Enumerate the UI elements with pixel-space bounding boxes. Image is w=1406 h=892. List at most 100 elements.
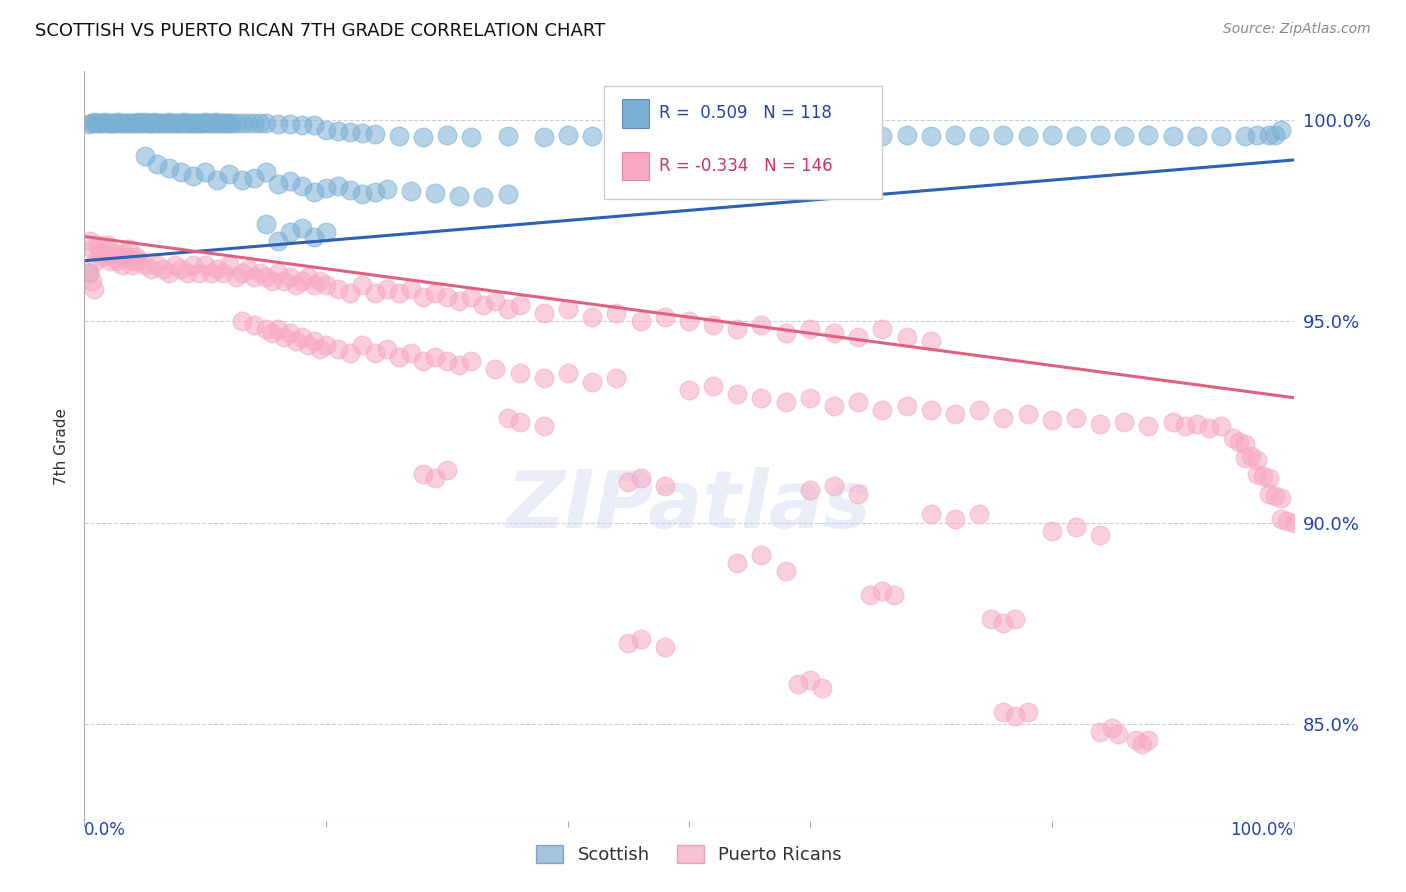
Point <box>302 334 325 349</box>
Point <box>328 179 350 194</box>
Point <box>120 116 142 130</box>
Point <box>267 266 290 280</box>
Point <box>872 584 894 599</box>
Point <box>823 399 845 413</box>
Point <box>242 318 264 333</box>
Point <box>846 487 869 501</box>
Point <box>83 282 105 296</box>
Point <box>291 118 314 132</box>
Point <box>896 330 918 344</box>
Point <box>775 128 797 143</box>
Point <box>315 226 337 240</box>
Point <box>212 266 235 280</box>
FancyBboxPatch shape <box>623 152 650 180</box>
Point <box>103 116 125 130</box>
Point <box>412 354 434 368</box>
Point <box>1101 721 1123 735</box>
Point <box>242 171 264 186</box>
Point <box>557 367 579 381</box>
Point <box>225 269 247 284</box>
Point <box>188 266 211 280</box>
Point <box>254 322 277 336</box>
Point <box>181 115 204 129</box>
Point <box>107 115 129 129</box>
Point <box>221 115 243 129</box>
Point <box>363 285 385 300</box>
Point <box>630 314 652 328</box>
Point <box>315 277 337 292</box>
Point <box>215 116 238 130</box>
Point <box>198 116 221 130</box>
Point <box>1004 709 1026 723</box>
Point <box>152 261 174 276</box>
Point <box>291 179 314 194</box>
Point <box>811 681 834 695</box>
Point <box>1114 415 1136 429</box>
Point <box>174 115 197 129</box>
Point <box>207 173 229 187</box>
Point <box>153 115 176 129</box>
Point <box>197 115 219 129</box>
Point <box>155 116 177 130</box>
Point <box>654 128 676 142</box>
Point <box>388 351 411 365</box>
Point <box>218 167 240 181</box>
Point <box>315 338 337 352</box>
Point <box>967 508 990 522</box>
Point <box>315 122 337 136</box>
Point <box>484 293 506 308</box>
Point <box>191 115 214 129</box>
Point <box>1227 434 1250 449</box>
Point <box>617 636 640 650</box>
Point <box>920 508 942 522</box>
Point <box>111 258 134 272</box>
Point <box>86 115 108 129</box>
Point <box>654 479 676 493</box>
Point <box>278 174 301 188</box>
Point <box>352 187 374 202</box>
Point <box>218 258 240 272</box>
Point <box>315 181 337 195</box>
Point <box>1040 128 1063 142</box>
Point <box>302 277 325 292</box>
Point <box>375 182 398 196</box>
Point <box>1234 451 1257 466</box>
Point <box>920 402 942 417</box>
Point <box>80 116 103 130</box>
Point <box>254 165 277 179</box>
Point <box>236 261 259 276</box>
Point <box>1270 122 1292 136</box>
Point <box>363 346 385 360</box>
Point <box>363 185 385 199</box>
Point <box>291 330 314 344</box>
Point <box>83 115 105 129</box>
Point <box>181 258 204 272</box>
Point <box>872 322 894 336</box>
Point <box>1174 418 1197 433</box>
Point <box>533 370 555 384</box>
Point <box>1161 128 1184 143</box>
Point <box>460 290 482 304</box>
Point <box>128 253 150 268</box>
Text: ZIPatlas: ZIPatlas <box>506 467 872 545</box>
Point <box>1114 128 1136 143</box>
Point <box>460 354 482 368</box>
Point <box>533 129 555 144</box>
Point <box>1270 491 1292 506</box>
Point <box>375 282 398 296</box>
Point <box>751 391 773 405</box>
Point <box>194 115 217 129</box>
Point <box>872 402 894 417</box>
Point <box>309 274 332 288</box>
Point <box>472 190 495 204</box>
Point <box>291 274 314 288</box>
Point <box>143 115 166 129</box>
Point <box>775 564 797 578</box>
Point <box>118 242 141 256</box>
Point <box>993 410 1015 425</box>
Point <box>605 129 627 144</box>
Point <box>678 314 700 328</box>
Point <box>254 269 277 284</box>
Point <box>399 346 422 360</box>
Point <box>1240 449 1263 463</box>
